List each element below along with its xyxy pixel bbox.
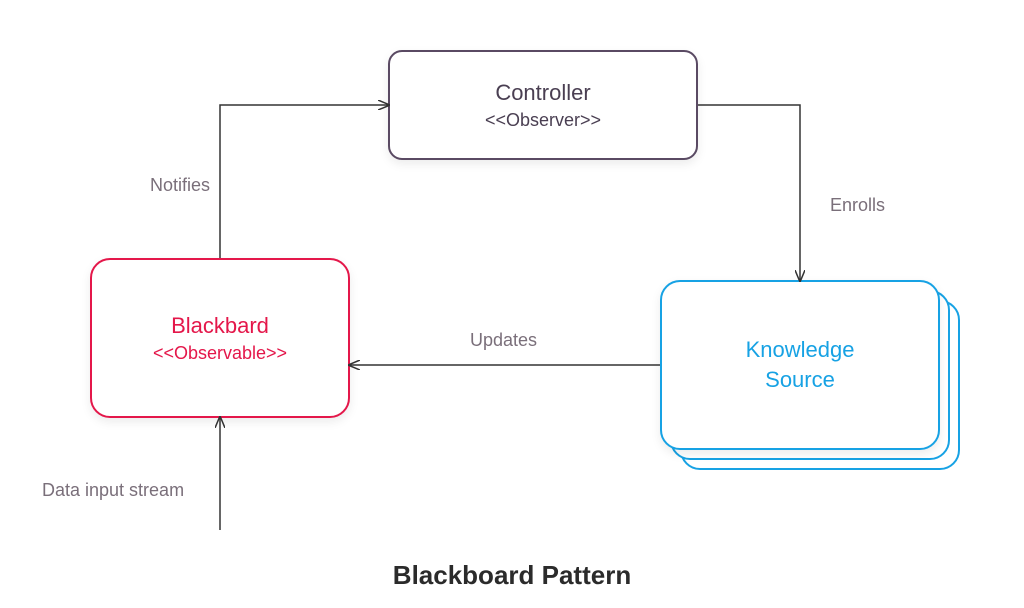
blackboard-title: Blackbard bbox=[171, 313, 269, 339]
controller-node: Controller <<Observer>> bbox=[388, 50, 698, 160]
edge-label-notifies: Notifies bbox=[150, 175, 210, 196]
edge-enrolls bbox=[698, 105, 800, 280]
blackboard-node: Blackbard <<Observable>> bbox=[90, 258, 350, 418]
edge-label-data-input: Data input stream bbox=[42, 480, 184, 501]
diagram-title: Blackboard Pattern bbox=[0, 560, 1024, 591]
blackboard-stereotype: <<Observable>> bbox=[153, 343, 287, 364]
controller-title: Controller bbox=[495, 80, 590, 106]
edge-label-updates: Updates bbox=[470, 330, 537, 351]
controller-stereotype: <<Observer>> bbox=[485, 110, 601, 131]
knowledge-source-title: KnowledgeSource bbox=[746, 335, 855, 394]
edge-label-enrolls: Enrolls bbox=[830, 195, 885, 216]
edge-notifies bbox=[220, 105, 388, 258]
knowledge-source-node: KnowledgeSource bbox=[660, 280, 940, 450]
